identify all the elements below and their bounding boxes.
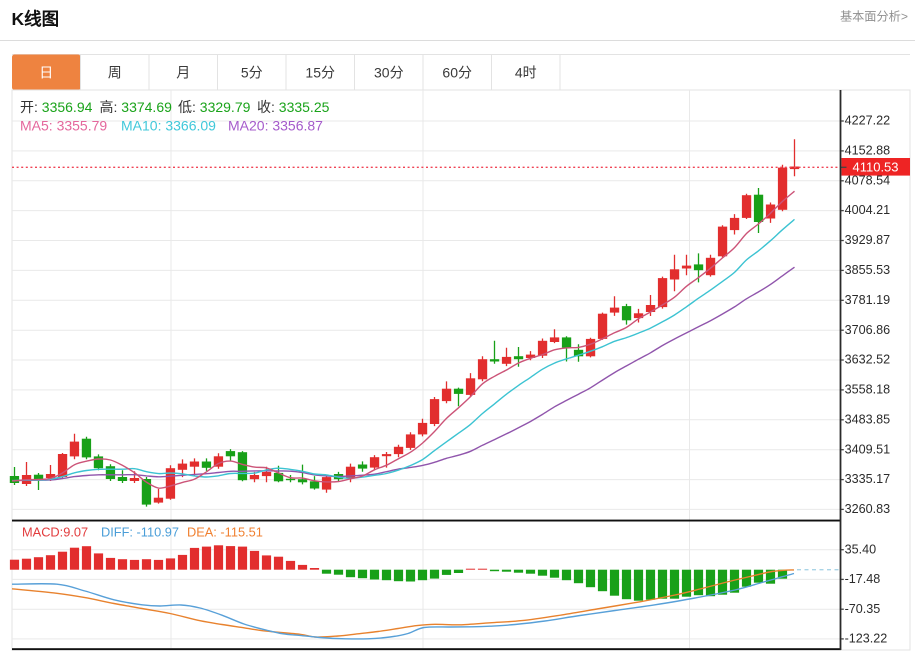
svg-text:-123.22: -123.22 bbox=[845, 632, 888, 646]
svg-text:-70.35: -70.35 bbox=[845, 602, 881, 616]
svg-text:日: 日 bbox=[39, 65, 53, 81]
svg-text:3260.83: 3260.83 bbox=[845, 502, 891, 516]
svg-text:3632.52: 3632.52 bbox=[845, 353, 891, 367]
svg-text:60分: 60分 bbox=[442, 65, 472, 81]
svg-text:4227.22: 4227.22 bbox=[845, 114, 891, 128]
svg-text:4110.53: 4110.53 bbox=[852, 159, 898, 174]
svg-text:30分: 30分 bbox=[374, 65, 404, 81]
svg-text:4078.54: 4078.54 bbox=[845, 173, 891, 187]
svg-text:3335.17: 3335.17 bbox=[845, 472, 891, 486]
svg-text:-17.48: -17.48 bbox=[845, 572, 881, 586]
svg-text:基本面分析>: 基本面分析> bbox=[840, 10, 908, 24]
svg-text:3706.86: 3706.86 bbox=[845, 323, 891, 337]
svg-text:4时: 4时 bbox=[515, 65, 537, 81]
svg-text:15分: 15分 bbox=[305, 65, 335, 81]
svg-text:K线图: K线图 bbox=[12, 9, 60, 29]
svg-text:4004.21: 4004.21 bbox=[845, 203, 891, 217]
svg-text:3929.87: 3929.87 bbox=[845, 233, 891, 247]
svg-text:3483.85: 3483.85 bbox=[845, 412, 891, 426]
svg-text:周: 周 bbox=[108, 65, 122, 81]
svg-text:3409.51: 3409.51 bbox=[845, 442, 891, 456]
svg-text:5分: 5分 bbox=[241, 65, 263, 81]
svg-text:3558.18: 3558.18 bbox=[845, 383, 891, 397]
svg-text:月: 月 bbox=[176, 65, 190, 81]
svg-text:3855.53: 3855.53 bbox=[845, 263, 891, 277]
svg-text:4152.88: 4152.88 bbox=[845, 144, 891, 158]
svg-text:35.40: 35.40 bbox=[845, 542, 877, 556]
svg-text:3781.19: 3781.19 bbox=[845, 293, 891, 307]
